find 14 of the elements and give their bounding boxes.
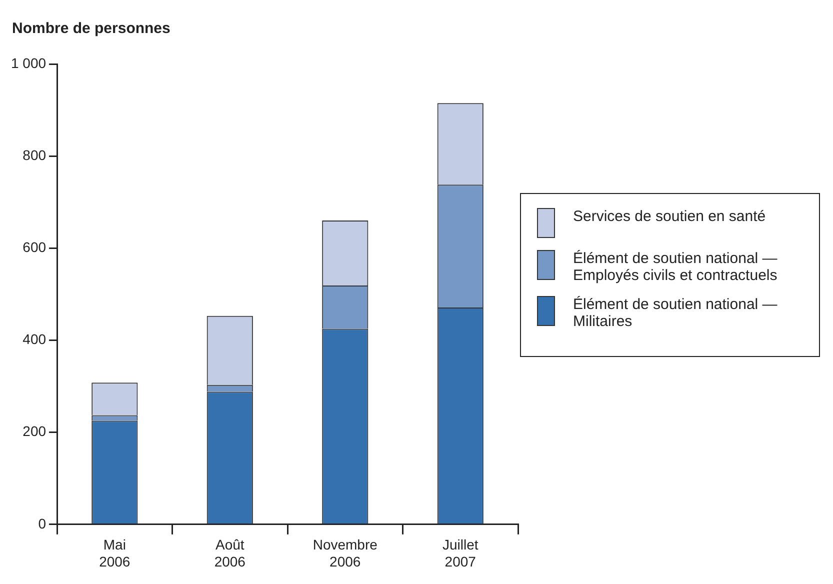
y-tick-label: 200: [22, 423, 46, 440]
x-tick-label: Août 2006: [214, 536, 246, 570]
y-tick-label: 600: [22, 239, 46, 256]
x-tick-label: Novembre 2006: [312, 536, 378, 570]
x-tick-label: Mai 2006: [99, 536, 130, 570]
legend-label: Élément de soutien national — Militaires: [573, 296, 778, 330]
legend-label: Services de soutien en santé: [573, 208, 766, 225]
y-tick-label: 1 000: [10, 54, 46, 71]
y-tick-label: 800: [22, 146, 46, 163]
y-axis-title: Nombre de personnes: [12, 20, 170, 37]
legend-label: Élément de soutien national — Employés civils et contractuels: [573, 250, 778, 284]
x-tick-label: Juillet 2007: [442, 536, 478, 570]
y-tick-label: 400: [22, 331, 46, 348]
y-tick-label: 0: [38, 515, 46, 532]
